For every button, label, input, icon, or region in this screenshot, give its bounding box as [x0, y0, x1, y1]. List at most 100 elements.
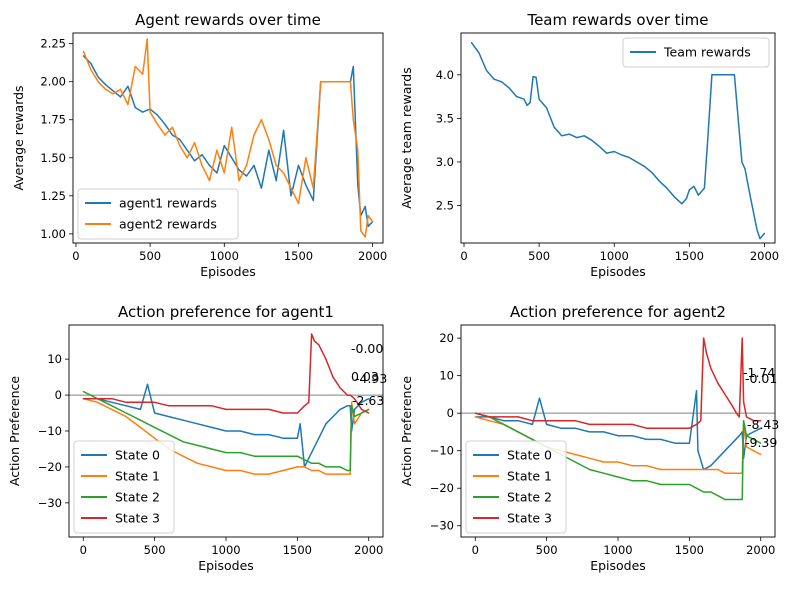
data-point — [186, 157, 188, 159]
data-point — [238, 169, 240, 171]
data-point — [97, 81, 99, 83]
data-point — [731, 498, 733, 501]
data-point — [111, 398, 113, 400]
data-point — [660, 468, 662, 471]
data-point — [339, 473, 341, 475]
data-point — [134, 65, 136, 68]
x-axis-label: Episodes — [590, 264, 646, 279]
data-point — [745, 416, 748, 418]
y-tick-label: 1.75 — [40, 113, 66, 127]
chart-title: Action preference for agent2 — [510, 303, 726, 321]
data-point — [182, 419, 184, 421]
chart-title: Team rewards over time — [526, 11, 708, 29]
data-point — [196, 405, 199, 407]
data-point — [318, 462, 320, 464]
x-tick-label: 500 — [144, 543, 166, 557]
x-tick-label: 0 — [472, 543, 479, 557]
data-point — [703, 187, 706, 189]
data-point — [260, 187, 262, 189]
data-point — [325, 473, 327, 475]
x-tick-label: 2000 — [750, 249, 779, 263]
data-point — [268, 149, 270, 151]
data-point — [693, 185, 695, 187]
data-point — [688, 442, 691, 444]
data-point — [724, 393, 726, 395]
x-tick-label: 1000 — [210, 249, 239, 263]
data-point — [531, 438, 534, 440]
data-point — [621, 154, 623, 156]
y-tick-label: 4.0 — [436, 68, 454, 82]
data-point — [352, 119, 354, 121]
series-line-2 — [83, 397, 370, 475]
data-point — [738, 472, 740, 474]
data-point — [574, 461, 576, 463]
data-point — [485, 69, 488, 72]
data-point — [631, 435, 633, 437]
data-point — [744, 168, 746, 170]
data-point — [282, 437, 284, 439]
data-point — [478, 52, 480, 54]
data-point — [349, 469, 351, 472]
data-point — [631, 465, 633, 467]
data-point — [299, 423, 301, 425]
data-point — [576, 137, 578, 139]
data-point — [156, 114, 159, 116]
data-point — [332, 473, 334, 475]
data-point — [339, 466, 341, 468]
data-point — [325, 423, 327, 425]
x-tick-label: 1000 — [600, 249, 629, 263]
data-point — [372, 221, 374, 223]
data-point — [194, 142, 196, 144]
data-point — [368, 412, 370, 414]
data-point — [529, 102, 531, 104]
data-point — [588, 431, 591, 433]
data-point — [660, 438, 662, 440]
data-point — [673, 196, 675, 198]
legend-label: State 3 — [507, 511, 552, 526]
data-point — [196, 444, 199, 446]
data-point — [245, 164, 248, 166]
data-point — [711, 74, 713, 76]
legend-box — [465, 440, 567, 534]
legend: agent1 rewards agent2 rewards — [77, 188, 239, 240]
data-point — [320, 81, 322, 83]
data-point — [245, 175, 248, 177]
data-point — [360, 230, 362, 232]
y-tick-label: 1.50 — [40, 151, 66, 165]
data-point — [617, 476, 619, 478]
data-point — [125, 416, 127, 418]
data-point — [96, 401, 99, 403]
data-point — [367, 225, 369, 227]
data-point — [674, 427, 676, 429]
data-point — [208, 180, 211, 182]
data-point — [231, 126, 233, 128]
data-point — [517, 431, 519, 433]
data-point — [643, 165, 645, 167]
data-point — [211, 466, 213, 468]
data-point — [90, 68, 92, 71]
data-point — [753, 438, 755, 440]
data-point — [275, 180, 277, 182]
data-point — [216, 172, 218, 174]
x-tick-label: 0 — [80, 543, 87, 557]
data-point — [211, 426, 213, 428]
y-tick-label: 20 — [439, 331, 454, 345]
data-point — [308, 401, 310, 403]
data-point — [760, 420, 762, 422]
legend: Team rewards — [622, 37, 770, 68]
data-point — [139, 401, 141, 403]
data-point — [346, 469, 348, 472]
data-point — [674, 468, 676, 471]
data-point — [516, 96, 518, 98]
data-point — [154, 426, 156, 428]
data-point — [710, 367, 712, 369]
data-point — [760, 442, 762, 444]
data-point — [488, 420, 491, 422]
y-tick-label: 2.5 — [436, 199, 454, 213]
data-point — [710, 491, 712, 493]
data-point — [239, 430, 241, 432]
data-point — [733, 74, 736, 76]
y-axis-label: Action Preference — [7, 376, 22, 486]
data-point — [342, 81, 344, 83]
data-point — [760, 453, 762, 456]
